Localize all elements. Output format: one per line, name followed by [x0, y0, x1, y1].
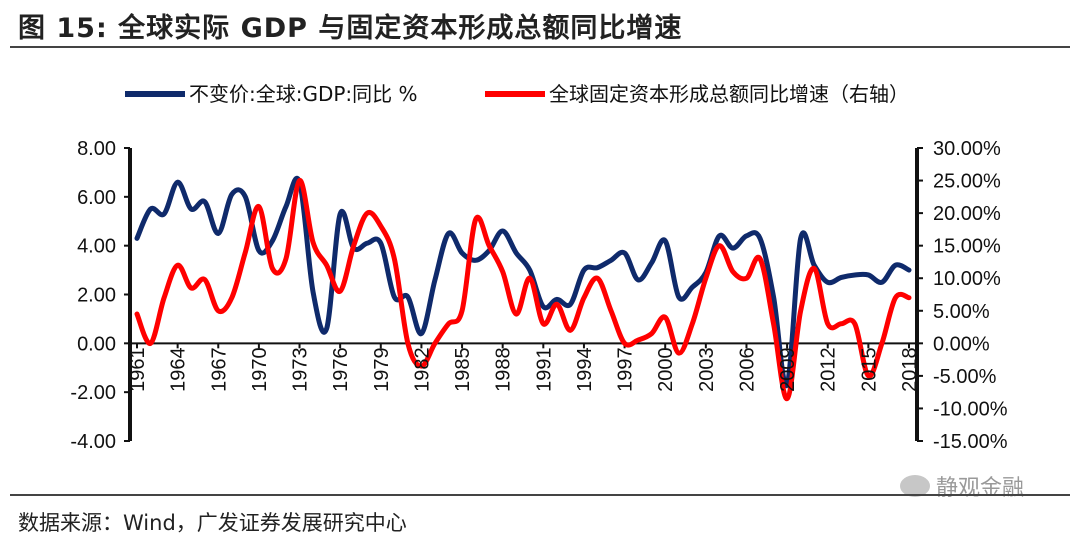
right-tick-label: 25.00%	[933, 171, 1001, 193]
x-tick-label: 1988	[493, 347, 515, 392]
x-tick-label: 1979	[371, 347, 393, 392]
watermark: 静观金融	[900, 470, 1024, 502]
x-tick-label: 1973	[290, 347, 312, 392]
left-tick-label: 6.00	[77, 187, 116, 209]
x-tick-label: 2009	[777, 347, 799, 392]
legend: 不变价:全球:GDP:同比 % 全球固定资本形成总额同比增速（右轴）	[125, 82, 909, 106]
tick-labels: 8.00 6.00 4.00 2.00 0.00 -2.00 -4.00 30.00% 25.0…	[70, 138, 1007, 453]
x-tick-label: 1985	[452, 347, 474, 392]
x-tick-label: 1997	[615, 347, 637, 392]
right-tick-label: 30.00%	[933, 138, 1001, 160]
x-tick-label: 1991	[533, 347, 555, 392]
footer-divider	[10, 494, 1070, 496]
right-tick-label: 20.00%	[933, 203, 1001, 225]
x-tick-label: 2000	[655, 347, 677, 392]
series-lines	[134, 176, 912, 402]
series-line-capital	[134, 178, 912, 402]
right-tick-label: -15.00%	[933, 431, 1008, 453]
x-tick-label: 1970	[249, 347, 271, 392]
left-tick-label: 0.00	[77, 333, 116, 355]
right-tick-label: 15.00%	[933, 236, 1001, 258]
right-tick-label: 0.00%	[933, 333, 990, 355]
left-tick-label: 4.00	[77, 236, 116, 258]
page-title: 图 15: 全球实际 GDP 与固定资本形成总额同比增速	[18, 13, 683, 44]
x-tick-label: 2003	[696, 347, 718, 392]
title-divider	[10, 46, 1070, 48]
right-tick-label: 5.00%	[933, 301, 990, 323]
right-tick-label: 10.00%	[933, 268, 1001, 290]
x-tick-label: 1976	[330, 347, 352, 392]
x-tick-label: 1982	[411, 347, 433, 392]
legend-label-gdp: 不变价:全球:GDP:同比 %	[189, 82, 418, 106]
source-note: 数据来源：Wind，广发证券发展研究中心	[18, 511, 407, 535]
x-tick-label: 2015	[858, 347, 880, 392]
right-tick-label: -10.00%	[933, 398, 1008, 420]
axes	[124, 147, 923, 442]
x-tick-label: 1994	[574, 347, 596, 392]
x-tick-label: 1967	[208, 347, 230, 392]
left-tick-label: 8.00	[77, 138, 116, 160]
left-tick-label: 2.00	[77, 285, 116, 307]
x-tick-label: 2018	[899, 347, 921, 392]
left-tick-label: -2.00	[70, 382, 116, 404]
right-tick-label: -5.00%	[933, 366, 997, 388]
x-tick-label: 1961	[127, 347, 149, 392]
series-line-gdp	[134, 176, 912, 389]
watermark-text: 静观金融	[936, 476, 1025, 501]
x-tick-label: 1964	[168, 347, 190, 392]
left-tick-label: -4.00	[70, 431, 116, 453]
x-tick-label: 2006	[736, 347, 758, 392]
legend-label-capital: 全球固定资本形成总额同比增速（右轴）	[549, 82, 909, 106]
wechat-icon	[900, 475, 930, 497]
x-tick-label: 2012	[818, 347, 840, 392]
